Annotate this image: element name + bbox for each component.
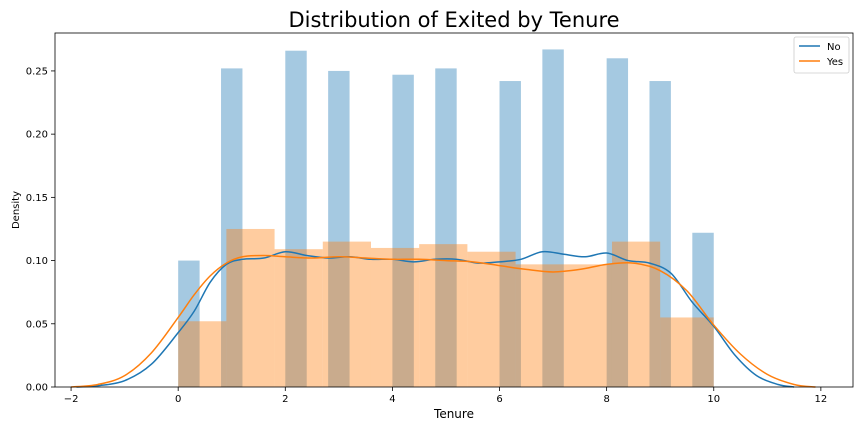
x-axis-label: Tenure (433, 407, 474, 421)
y-tick-label: 0.00 (26, 383, 48, 394)
x-tick-label: 4 (389, 394, 395, 405)
bar-yes-0 (178, 321, 227, 387)
kde-lines (70, 250, 816, 388)
y-tick-label: 0.05 (26, 319, 48, 330)
bar-no-7 (328, 70, 350, 388)
bar-yes-10 (660, 317, 714, 387)
x-tick-label: 8 (603, 394, 609, 405)
legend: No Yes (793, 36, 850, 74)
x-tick-label: 10 (707, 394, 720, 405)
y-axis: 0.00 0.05 0.10 0.15 0.20 0.25 (26, 66, 55, 394)
bar-no-15 (499, 81, 521, 387)
bar-yes-5 (419, 244, 468, 387)
y-axis-label: Density (11, 191, 22, 229)
bar-yes-7 (515, 264, 564, 387)
bar-no-2 (221, 68, 243, 388)
bar-yes-8 (563, 264, 612, 387)
y-tick-label: 0.15 (26, 193, 48, 204)
chart-title: Distribution of Exited by Tenure (288, 8, 619, 32)
y-tick-label: 0.20 (26, 130, 48, 141)
bar-no-0 (178, 260, 200, 387)
histogram-bars (178, 49, 714, 388)
x-tick-label: 12 (814, 394, 827, 405)
y-tick-label: 0.25 (26, 66, 48, 77)
bar-yes-6 (467, 251, 516, 387)
y-tick-label: 0.10 (26, 256, 48, 267)
x-tick-label: −2 (64, 394, 79, 405)
x-axis: −2 0 2 4 6 8 10 12 (64, 387, 827, 405)
plot-frame (54, 32, 854, 388)
x-tick-label: 2 (282, 394, 288, 405)
legend-label-no: No (827, 42, 841, 53)
bar-yes-4 (370, 247, 420, 387)
bar-no-10 (392, 74, 414, 387)
bar-no-12 (435, 68, 457, 388)
bar-yes-9 (611, 241, 661, 387)
bar-no-17 (542, 49, 564, 387)
bar-yes-3 (322, 241, 371, 387)
bar-no-20 (606, 58, 629, 387)
bar-no-5 (285, 50, 307, 387)
kde-line-yes (70, 254, 816, 388)
bar-yes-1 (226, 228, 275, 387)
bar-no-22 (649, 81, 671, 387)
x-tick-label: 6 (496, 394, 502, 405)
x-tick-label: 0 (175, 394, 181, 405)
bar-yes-2 (274, 249, 323, 387)
legend-label-yes: Yes (826, 57, 843, 68)
